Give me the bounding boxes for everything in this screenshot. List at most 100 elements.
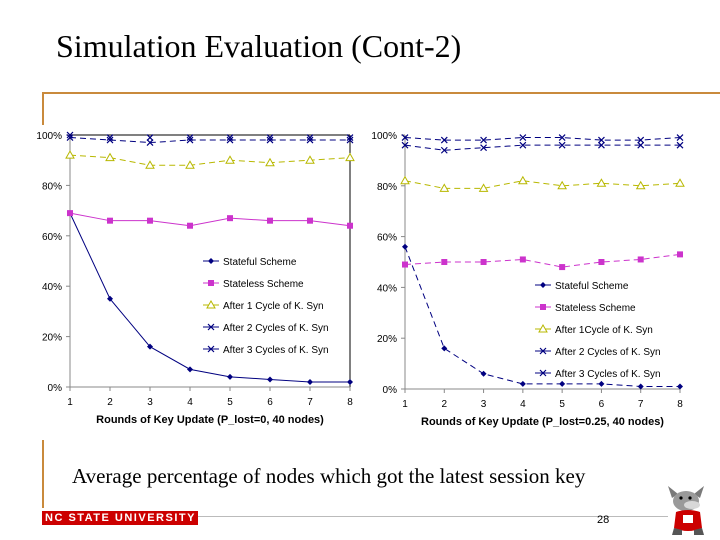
legend-entry: After 2 Cycles of K. Syn	[535, 347, 661, 358]
data-point	[305, 155, 315, 164]
legend-swatch-marker	[540, 282, 546, 288]
data-point	[637, 136, 645, 144]
legend-entry: Stateful Scheme	[535, 281, 629, 292]
data-point	[187, 222, 193, 229]
series-3	[400, 175, 685, 192]
legend-entry: After 1Cycle of K. Syn	[535, 323, 653, 336]
data-point	[637, 256, 644, 263]
data-point	[267, 376, 273, 383]
x-tick-label: 8	[347, 397, 353, 408]
y-tick-label: 20%	[42, 333, 62, 344]
x-tick-label: 4	[520, 399, 526, 410]
data-point	[146, 134, 154, 141]
legend-label: Stateless Scheme	[555, 303, 636, 314]
data-point	[440, 146, 448, 154]
legend-entry: Stateful Scheme	[203, 257, 297, 268]
series-3	[65, 150, 355, 169]
x-tick-label: 1	[402, 399, 408, 410]
data-point	[105, 152, 115, 162]
x-tick-label: 2	[442, 399, 448, 410]
legend-label: After 1Cycle of K. Syn	[555, 325, 653, 336]
data-point	[478, 183, 489, 192]
data-point	[306, 134, 314, 141]
y-tick-label: 100%	[371, 131, 397, 142]
legend-swatch-marker	[207, 345, 215, 353]
x-tick-label: 3	[481, 399, 487, 410]
data-point	[519, 141, 527, 149]
legend-label: After 1 Cycle of K. Syn	[223, 301, 324, 312]
chart-left: 0% 20% 40% 60% 80% 100% 1 2 3 4 5 6 7 8 Rounds of Key …	[36, 131, 355, 426]
legend-swatch-marker	[207, 323, 215, 331]
data-point	[517, 175, 528, 185]
y-tick-label: 60%	[377, 233, 397, 244]
page-number: 28	[597, 514, 610, 526]
data-point	[400, 175, 410, 185]
data-point	[558, 141, 566, 149]
y-tick-label: 40%	[42, 282, 62, 293]
data-point	[106, 136, 114, 144]
data-point	[598, 259, 605, 265]
legend-swatch-marker	[538, 323, 548, 333]
left-accent-rule-bottom	[42, 440, 44, 508]
data-point	[225, 155, 235, 164]
data-point	[557, 180, 568, 190]
y-tick-label: 20%	[377, 334, 397, 345]
data-point	[187, 366, 193, 373]
data-point	[440, 136, 448, 144]
data-point	[598, 380, 605, 387]
data-point	[596, 178, 607, 187]
data-point	[226, 136, 234, 144]
data-point	[559, 380, 566, 387]
x-tick-label: 1	[67, 397, 73, 408]
data-point	[146, 139, 154, 146]
data-point	[307, 217, 313, 224]
data-point	[266, 136, 274, 144]
data-point	[676, 141, 684, 149]
data-point	[480, 259, 487, 265]
chart-left-panel: 0% 20% 40% 60% 80% 100% 1 2 3 4 5 6 7 8 Rounds of Key …	[25, 125, 360, 440]
data-point	[66, 131, 74, 139]
data-point	[441, 259, 448, 265]
data-point	[519, 134, 527, 141]
chart-right: 0% 20% 40% 60% 80% 100% 1 2 3 4 5 6 7 8 Rounds of Key …	[371, 131, 685, 428]
legend-entry: After 3 Cycles of K. Syn	[535, 369, 661, 380]
series-2	[67, 210, 353, 229]
data-point	[227, 215, 233, 222]
data-point	[480, 370, 487, 377]
series-line	[404, 253, 681, 268]
x-tick-label: 5	[559, 399, 565, 410]
y-tick-label: 40%	[377, 283, 397, 294]
chart-right-panel: 0% 20% 40% 60% 80% 100% 1 2 3 4 5 6 7 8 Rounds of Key …	[360, 125, 695, 440]
legend-swatch-marker	[208, 280, 214, 286]
y-tick-label: 100%	[36, 131, 62, 142]
legend-swatch-marker	[208, 258, 214, 264]
legend-entry: After 3 Cycles of K. Syn	[203, 345, 329, 356]
x-tick-label: 6	[267, 397, 273, 408]
series-5	[66, 131, 354, 141]
data-point	[635, 180, 646, 190]
legend-label: Stateless Scheme	[223, 279, 304, 290]
series-2	[402, 251, 683, 271]
data-point	[147, 217, 153, 224]
legend-label: After 3 Cycles of K. Syn	[555, 369, 661, 380]
data-point	[67, 210, 73, 217]
series-line	[404, 137, 681, 141]
data-point	[675, 178, 685, 187]
data-point	[307, 378, 313, 385]
legend-entry: Stateless Scheme	[535, 303, 636, 314]
y-tick-label: 0%	[48, 383, 63, 394]
legend-swatch-marker	[540, 304, 546, 310]
data-point	[265, 157, 275, 167]
x-tick-label: 6	[599, 399, 605, 410]
x-tick-label: 7	[307, 397, 313, 408]
series-line	[69, 154, 351, 166]
data-point	[267, 217, 273, 224]
legend-swatch-marker	[539, 347, 547, 355]
figure-caption: Average percentage of nodes which got th…	[72, 464, 586, 488]
data-point	[598, 136, 605, 144]
series-5	[401, 134, 684, 144]
legend-entry: Stateless Scheme	[203, 279, 304, 290]
data-point	[441, 345, 448, 352]
data-point	[145, 160, 155, 169]
data-point	[266, 134, 274, 141]
